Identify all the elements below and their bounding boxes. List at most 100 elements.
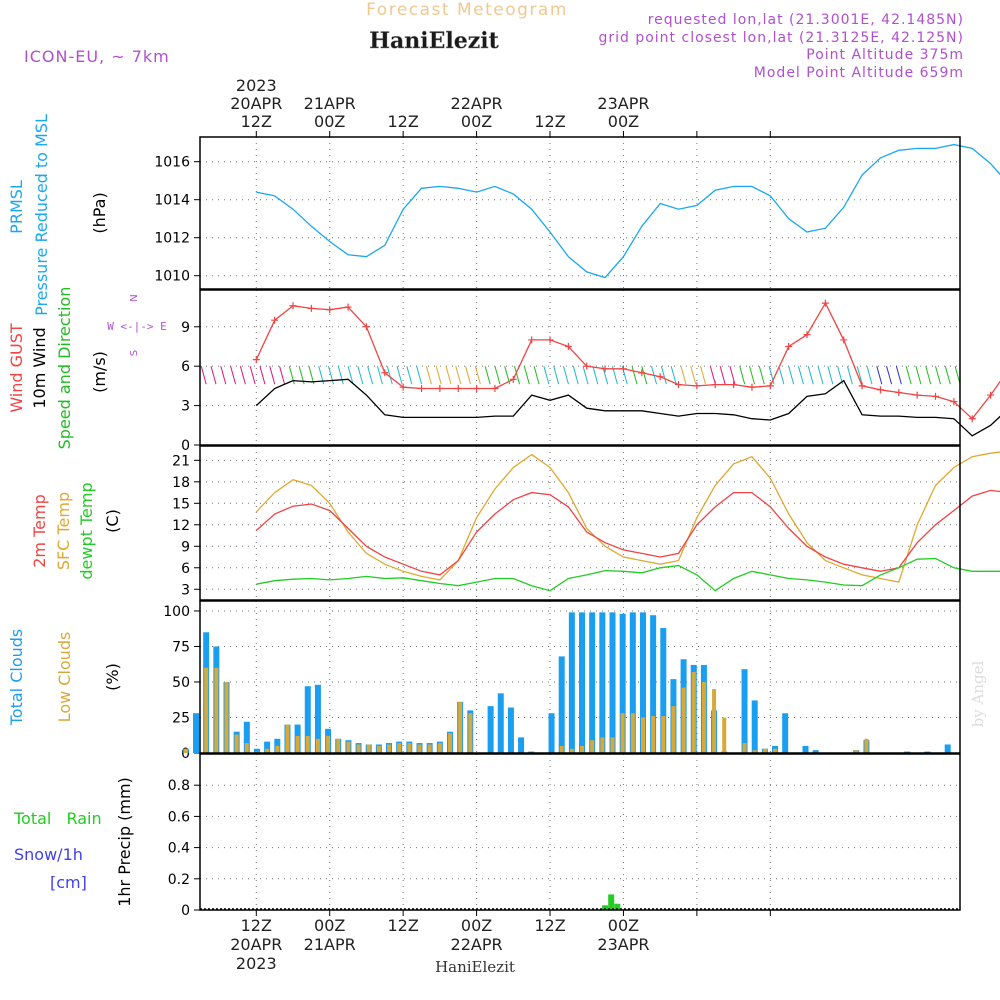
low-cloud-bar [590, 740, 595, 753]
wind-direction-arrow [465, 366, 472, 385]
wind-direction-arrow [328, 366, 334, 385]
gust-marker [546, 336, 554, 344]
y-tick-label: 75 [172, 639, 190, 655]
temp-2m-line [255, 489, 1000, 576]
gust-marker [950, 398, 958, 406]
gust-marker [821, 299, 829, 307]
time-label-top: 12Z [534, 112, 565, 131]
wind-direction-arrow [416, 366, 423, 385]
gust-marker [289, 302, 297, 310]
total-cloud-bar [639, 612, 646, 753]
time-label-bottom: 00Z [461, 916, 492, 935]
wind-direction-arrow [709, 366, 716, 385]
gust-marker [436, 385, 444, 393]
gust-marker [601, 365, 609, 373]
total-cloud-bar [497, 693, 504, 753]
wind-direction-arrow [406, 366, 413, 385]
wind-direction-arrow [641, 366, 648, 385]
time-label-top: 00Z [608, 112, 639, 131]
wind-direction-arrow [856, 366, 863, 385]
wind-direction-arrow [876, 366, 883, 385]
low-cloud-bar [275, 745, 280, 753]
gust-marker [968, 415, 976, 423]
compass-south: S [129, 350, 140, 356]
low-cloud-bar [854, 750, 859, 753]
low-cloud-bar [722, 717, 727, 753]
gust-marker [711, 381, 719, 389]
wind-direction-arrow [886, 366, 893, 385]
low-cloud-bar [326, 735, 331, 753]
wind-direction-arrow [700, 366, 707, 385]
gust-marker [932, 392, 940, 400]
pressure-label-2: Pressure Reduced to MSL [32, 114, 51, 316]
low-cloud-bar [569, 748, 574, 753]
total-cloud-bar [518, 737, 525, 753]
y-tick-label: 0 [181, 903, 190, 919]
wind-direction-arrow [249, 366, 256, 385]
wind-direction-arrow [660, 366, 667, 385]
gust-marker [418, 385, 426, 393]
wind-direction-arrow [768, 366, 775, 385]
compass-north: N [129, 294, 140, 301]
gust-marker [307, 304, 315, 312]
total-cloud-bar [782, 713, 789, 753]
wind-direction-arrow [210, 366, 217, 385]
time-label-bottom: 12Z [387, 916, 418, 935]
y-tick-label: 18 [172, 475, 190, 491]
wind-direction-arrow [631, 366, 638, 385]
wind-direction-arrow [758, 366, 765, 385]
wind-label: 10m Wind [30, 327, 49, 408]
total-cloud-bar [568, 612, 575, 753]
gust-marker [473, 385, 481, 393]
wind-direction-arrow [337, 366, 344, 385]
time-label-top: 00Z [314, 112, 345, 131]
point-altitude: Point Altitude 375m [806, 47, 964, 63]
wind-direction-arrow [259, 366, 266, 385]
y-tick-label: 0 [181, 438, 190, 454]
gust-marker [656, 373, 664, 381]
model-altitude: Model Point Altitude 659m [754, 65, 964, 81]
wind-direction-arrow [533, 366, 540, 385]
gust-marker [381, 369, 389, 377]
time-label-top: 20APR [230, 94, 282, 113]
y-tick-label: 100 [163, 604, 190, 620]
wind-direction-arrow [220, 366, 227, 385]
wind-direction-arrow [817, 366, 824, 385]
wind-direction-arrow [200, 366, 207, 385]
total-cloud-bar [944, 744, 951, 753]
time-label-top: 2023 [236, 76, 277, 95]
total-cloud-bar [751, 700, 758, 753]
total-cloud-bar [193, 713, 200, 753]
time-label-bottom: 21APR [304, 935, 356, 954]
wind-speed-line [255, 378, 1000, 437]
low-cloud-bar [630, 713, 635, 753]
wind-direction-arrow [592, 366, 599, 385]
low-clouds-label: Low Clouds [55, 632, 74, 723]
gust-marker [399, 383, 407, 391]
requested-coords: requested lon,lat (21.3001E, 42.1485N) [648, 12, 964, 28]
wind-direction-arrow [386, 366, 393, 385]
low-cloud-bar [397, 743, 402, 753]
total-cloud-bar [619, 613, 626, 753]
wind-gust-line [255, 301, 1000, 420]
gust-marker [987, 391, 995, 399]
wind-direction-arrow [935, 366, 942, 385]
low-cloud-bar [366, 744, 371, 753]
low-cloud-bar [265, 748, 270, 753]
low-cloud-bar [712, 689, 717, 753]
low-cloud-bar [640, 717, 645, 753]
gust-marker [803, 331, 811, 339]
low-cloud-bar [681, 687, 686, 753]
wind-direction-arrow [523, 366, 530, 385]
wind-direction-arrow [944, 366, 951, 385]
gust-marker [454, 385, 462, 393]
low-cloud-bar [305, 735, 310, 753]
gust-marker [748, 383, 756, 391]
time-label-bottom: 23APR [597, 935, 649, 954]
gust-marker [271, 316, 279, 324]
total-cloud-bar [579, 612, 586, 753]
gust-marker [252, 356, 260, 364]
snow-unit: [cm] [50, 873, 87, 892]
low-cloud-bar [346, 741, 351, 753]
total-cloud-bar [741, 669, 748, 753]
